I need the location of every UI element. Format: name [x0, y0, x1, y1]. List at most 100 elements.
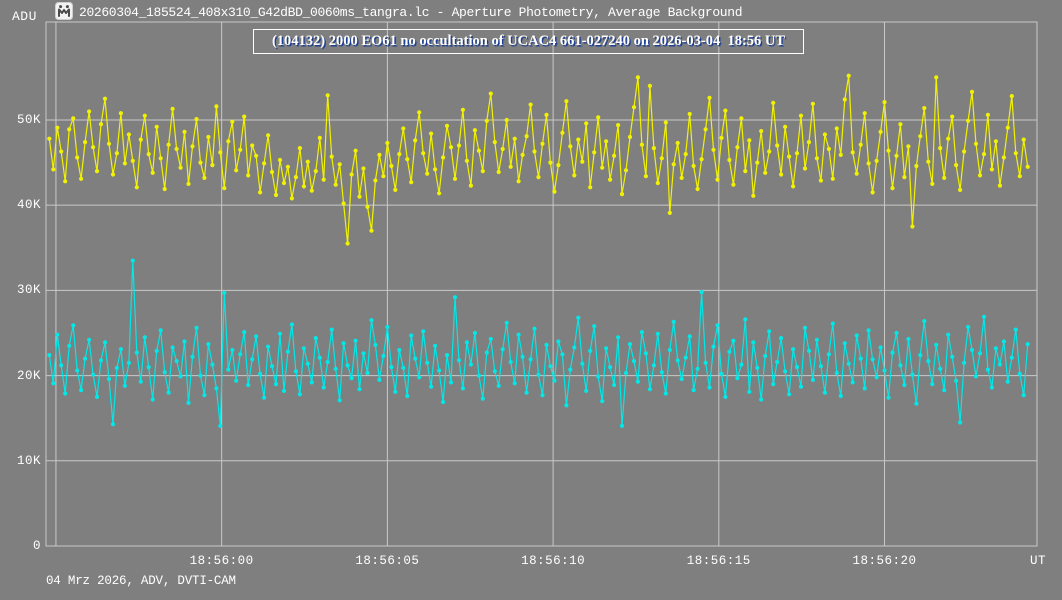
target-measurement-yellow-point	[950, 114, 955, 119]
average-background-cyan-point	[993, 346, 999, 351]
target-measurement-yellow-point	[222, 186, 227, 191]
average-background-cyan-point	[210, 362, 215, 367]
average-background-cyan-point	[146, 365, 151, 370]
average-background-cyan-point	[683, 355, 688, 360]
tangra-app-icon	[55, 2, 73, 20]
average-background-cyan-point	[79, 388, 84, 393]
target-measurement-yellow-point	[460, 107, 465, 112]
target-measurement-yellow-point	[190, 144, 195, 149]
target-measurement-yellow-point	[699, 157, 704, 162]
average-background-cyan-point	[484, 350, 489, 355]
average-background-cyan-point	[544, 342, 549, 347]
target-measurement-yellow-point	[798, 113, 804, 118]
average-background-cyan-point	[747, 389, 752, 394]
target-measurement-yellow-point	[289, 196, 294, 201]
target-measurement-yellow-point	[814, 156, 820, 161]
target-measurement-yellow-point	[389, 163, 394, 169]
target-measurement-yellow-point	[71, 116, 76, 121]
target-measurement-yellow-point	[627, 134, 633, 140]
average-background-cyan-point	[973, 374, 979, 379]
y-tick-label: 30K	[16, 283, 41, 298]
target-measurement-yellow-point	[238, 147, 243, 152]
target-measurement-yellow-point	[441, 155, 446, 160]
plot-title-box: (104132) 2000 EO61 no occultation of UCA…	[253, 29, 804, 54]
target-measurement-yellow-point	[942, 175, 947, 180]
target-measurement-yellow-point	[655, 180, 660, 186]
target-measurement-yellow-line	[48, 75, 1029, 244]
target-measurement-yellow-point	[791, 184, 796, 189]
average-background-cyan-point	[425, 360, 430, 365]
target-measurement-yellow-point	[126, 132, 131, 137]
target-measurement-yellow-point	[608, 177, 613, 182]
average-background-cyan-point	[592, 324, 597, 329]
average-background-cyan-point	[850, 380, 855, 385]
target-measurement-yellow-point	[969, 89, 975, 94]
target-measurement-yellow-point	[1001, 155, 1007, 160]
average-background-cyan-point	[890, 350, 895, 355]
average-background-cyan-point	[532, 326, 537, 331]
target-measurement-yellow-point	[838, 152, 843, 157]
y-tick-label: 50K	[16, 112, 41, 127]
average-background-cyan-point	[934, 342, 939, 347]
average-background-cyan-point	[170, 345, 175, 350]
target-measurement-yellow-point	[508, 164, 513, 169]
target-measurement-yellow-point	[663, 120, 668, 125]
target-measurement-yellow-point	[242, 114, 247, 119]
x-tick-label: 18:56:00	[189, 554, 254, 568]
average-background-cyan-point	[83, 356, 88, 361]
average-background-cyan-point	[914, 401, 919, 406]
target-measurement-yellow-point	[413, 138, 418, 143]
average-background-cyan-point	[981, 314, 987, 319]
y-tick-label: 0	[32, 539, 41, 553]
average-background-cyan-point	[918, 353, 923, 358]
average-background-cyan-point	[548, 364, 553, 369]
average-background-cyan-point	[691, 388, 696, 393]
target-measurement-yellow-point	[186, 181, 191, 186]
y-tick-label: 40K	[16, 198, 41, 213]
target-measurement-yellow-point	[977, 173, 983, 178]
average-background-cyan-point	[409, 333, 414, 338]
target-measurement-yellow-point	[775, 143, 780, 148]
target-measurement-yellow-point	[779, 172, 784, 177]
average-background-cyan-point	[218, 423, 223, 428]
average-background-cyan-point	[699, 290, 704, 295]
average-background-cyan-point	[94, 394, 100, 399]
target-measurement-yellow-point	[198, 160, 203, 165]
average-background-cyan-point	[520, 354, 525, 359]
target-measurement-yellow-point	[874, 158, 879, 163]
average-background-cyan-point	[361, 351, 366, 356]
target-measurement-yellow-point	[329, 154, 334, 159]
target-measurement-yellow-point	[707, 95, 712, 100]
target-measurement-yellow-point	[691, 163, 696, 169]
average-background-cyan-point	[269, 364, 275, 369]
target-measurement-yellow-point	[862, 111, 867, 116]
average-background-cyan-point	[798, 384, 804, 389]
target-measurement-yellow-point	[210, 163, 215, 168]
average-background-cyan-point	[246, 382, 251, 388]
target-measurement-yellow-point	[357, 194, 362, 199]
average-background-cyan-point	[604, 346, 609, 351]
target-measurement-yellow-point	[333, 182, 338, 187]
target-measurement-yellow-point	[250, 143, 255, 148]
average-background-cyan-point	[564, 403, 569, 408]
average-background-cyan-point	[214, 386, 219, 391]
plot-border	[45, 21, 1038, 547]
average-background-cyan-point	[655, 331, 660, 336]
target-measurement-yellow-point	[902, 175, 907, 180]
x-tick-label: 18:56:10	[521, 554, 586, 568]
average-background-cyan-point	[536, 372, 541, 377]
average-background-cyan-point	[238, 352, 243, 357]
average-background-cyan-point	[989, 385, 995, 390]
average-background-cyan-point	[385, 324, 390, 330]
average-background-cyan-point	[397, 347, 402, 353]
target-measurement-yellow-point	[309, 188, 314, 193]
target-measurement-yellow-point	[202, 175, 207, 180]
average-background-cyan-point	[401, 365, 406, 370]
target-measurement-yellow-point	[683, 152, 688, 157]
target-measurement-yellow-point	[818, 178, 824, 183]
target-measurement-yellow-point	[962, 149, 967, 154]
average-background-cyan-point	[810, 377, 816, 382]
target-measurement-yellow-point	[122, 161, 127, 166]
target-measurement-yellow-point	[393, 187, 398, 192]
target-measurement-yellow-point	[616, 123, 621, 128]
